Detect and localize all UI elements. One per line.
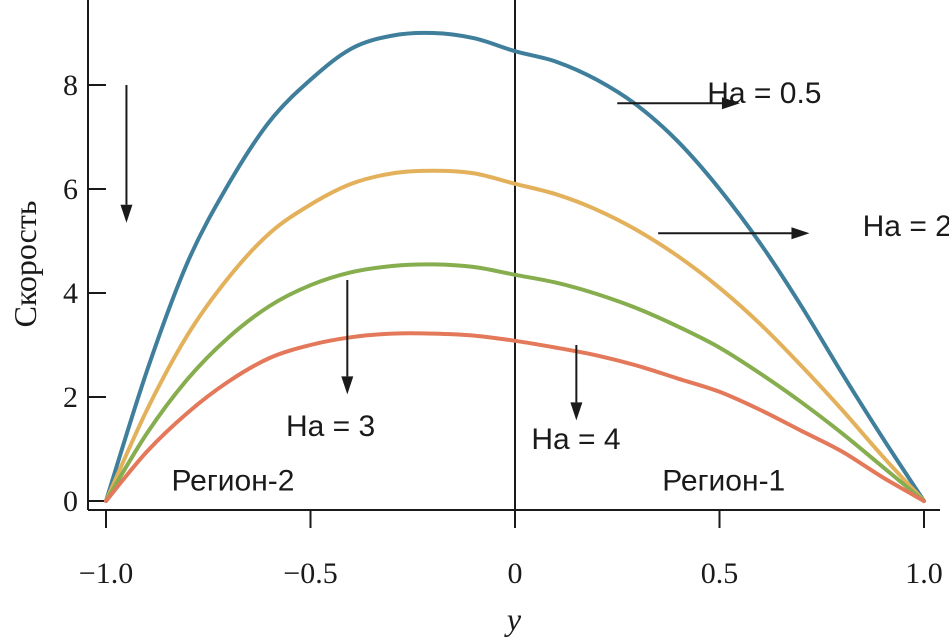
region-label: Регион-2: [171, 465, 294, 498]
x-tick-group: −1.0 −0.5 0 0.5 1.0: [79, 510, 943, 590]
y-tick-group: 0 2 4 6 8: [63, 69, 106, 518]
x-axis-label: y: [504, 601, 522, 637]
x-tick-label: 0: [508, 557, 523, 590]
x-tick-label: 0.5: [701, 557, 739, 590]
y-tick-label: 8: [63, 69, 78, 102]
annotation-arrows: [120, 85, 810, 421]
series-line-ha2: [104, 168, 926, 503]
hartmann-label: Ha = 4: [531, 423, 620, 456]
annotation-arrow: [617, 97, 740, 110]
annotation-arrow: [658, 227, 810, 240]
series-line-ha05: [104, 30, 926, 503]
x-tick-label: −1.0: [79, 557, 133, 590]
y-tick-label: 2: [63, 381, 78, 414]
region-label: Регион-1: [662, 465, 785, 498]
annotation-arrow: [120, 85, 133, 223]
hartmann-label: Ha = 3: [286, 410, 375, 443]
series-line-ha4: [104, 331, 926, 503]
y-tick-label: 4: [63, 277, 78, 310]
annotation-arrow: [341, 280, 354, 395]
hartmann-label: Ha = 2: [863, 210, 949, 243]
y-tick-label: 0: [63, 485, 78, 518]
annotation-arrow: [570, 345, 583, 421]
hartmann-label: Ha = 0.5: [707, 77, 821, 110]
x-tick-label: −0.5: [283, 557, 337, 590]
series-lines: [104, 30, 926, 503]
y-tick-label: 6: [63, 173, 78, 206]
y-axis-label: Скорость: [7, 201, 43, 328]
annotations: Ha = 0.5 Ha = 2 Ha = 3 Ha = 4 Регион-2 Регион…: [171, 77, 949, 497]
x-tick-label: 1.0: [905, 557, 943, 590]
series-line-ha3: [104, 262, 926, 503]
